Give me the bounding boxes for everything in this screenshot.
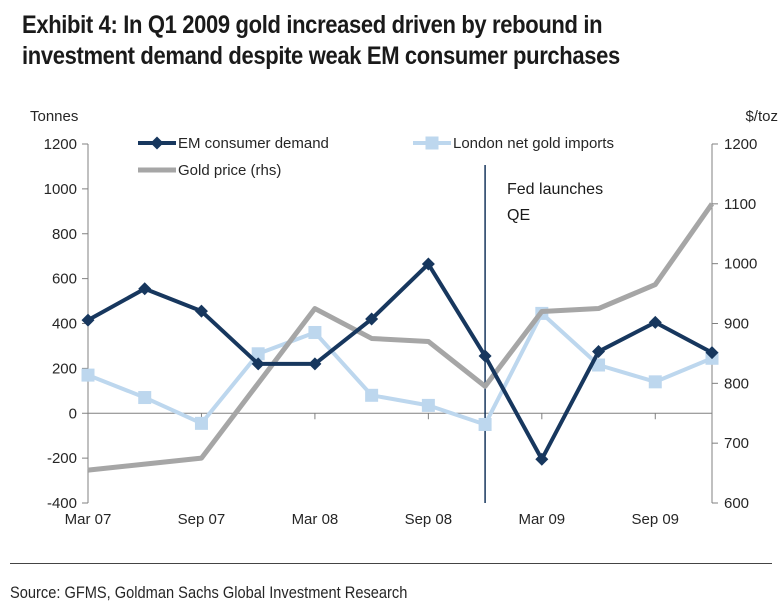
series-marker-london-net-gold-imports (81, 368, 95, 382)
right-axis-unit-label: $/toz (745, 108, 778, 125)
series-marker-london-net-gold-imports (308, 325, 322, 339)
series-marker-london-net-gold-imports (421, 398, 435, 412)
series-marker-em-consumer-demand (251, 357, 265, 371)
right-axis-tick-label: 900 (724, 316, 749, 333)
exhibit-title-line2: investment demand despite weak EM consum… (22, 42, 620, 70)
x-axis-tick-label: Mar 09 (518, 511, 565, 528)
series-marker-london-net-gold-imports (478, 417, 492, 431)
legend-swatch-em-consumer-demand-marker (150, 136, 164, 150)
x-axis-tick-label: Mar 08 (292, 511, 339, 528)
x-axis-tick-label: Sep 07 (178, 511, 226, 528)
left-axis-tick-label: 1000 (44, 181, 77, 198)
series-line-gold-price (87, 202, 715, 473)
left-axis-tick-label: -200 (47, 450, 77, 467)
series-marker-em-consumer-demand (365, 312, 379, 326)
series-marker-em-consumer-demand (308, 357, 322, 371)
left-axis-unit-label: Tonnes (30, 108, 79, 125)
legend-label-london-net-gold-imports: London net gold imports (453, 135, 614, 152)
series-marker-em-consumer-demand (194, 304, 208, 318)
x-axis-tick-label: Mar 07 (65, 511, 112, 528)
right-axis-tick-label: 700 (724, 435, 749, 452)
source-divider (10, 563, 772, 564)
series-line-em-consumer-demand (87, 262, 713, 462)
left-axis-tick-label: 400 (52, 316, 77, 333)
right-axis-tick-label: 1000 (724, 256, 757, 273)
left-axis-tick-label: -400 (47, 495, 77, 512)
series-marker-em-consumer-demand (535, 452, 549, 466)
series-marker-em-consumer-demand (421, 257, 435, 271)
left-axis-tick-label: 1200 (44, 136, 77, 153)
left-axis-tick-label: 200 (52, 360, 77, 377)
right-axis-tick-label: 800 (724, 375, 749, 392)
series-marker-london-net-gold-imports (251, 347, 265, 361)
series-marker-em-consumer-demand (648, 315, 662, 329)
series-marker-london-net-gold-imports (365, 388, 379, 402)
legend-label-gold-price: Gold price (rhs) (178, 162, 282, 179)
x-axis-tick-label: Sep 08 (405, 511, 453, 528)
right-axis-tick-label: 1100 (724, 196, 756, 213)
series-marker-em-consumer-demand (705, 346, 719, 360)
series-marker-em-consumer-demand (138, 282, 152, 296)
right-axis-tick-label: 600 (724, 495, 749, 512)
left-axis-tick-label: 0 (69, 405, 77, 422)
legend-swatch-london-net-gold-imports-marker (425, 136, 439, 150)
exhibit-title: Exhibit 4: In Q1 2009 gold increased dri… (22, 10, 620, 72)
series-marker-em-consumer-demand (478, 349, 492, 363)
series-marker-london-net-gold-imports (648, 375, 662, 389)
right-axis-tick-label: 1200 (724, 136, 757, 153)
source-note: Source: GFMS, Goldman Sachs Global Inves… (10, 583, 408, 602)
x-axis-tick-label: Sep 09 (631, 511, 679, 528)
qe-annotation-line2: QE (507, 207, 531, 224)
qe-annotation: Fed launches QE (507, 177, 603, 229)
exhibit-title-line1: Exhibit 4: In Q1 2009 gold increased dri… (22, 11, 603, 39)
series-marker-em-consumer-demand (592, 345, 606, 359)
left-axis-tick-label: 600 (52, 271, 77, 288)
qe-annotation-line1: Fed launches (507, 181, 604, 198)
series-line-london-net-gold-imports (87, 311, 713, 427)
left-axis-tick-label: 800 (52, 226, 77, 243)
legend-label-em-consumer-demand: EM consumer demand (178, 135, 329, 152)
series-marker-em-consumer-demand (81, 313, 95, 327)
series-marker-london-net-gold-imports (194, 416, 208, 430)
series-marker-london-net-gold-imports (138, 391, 152, 405)
